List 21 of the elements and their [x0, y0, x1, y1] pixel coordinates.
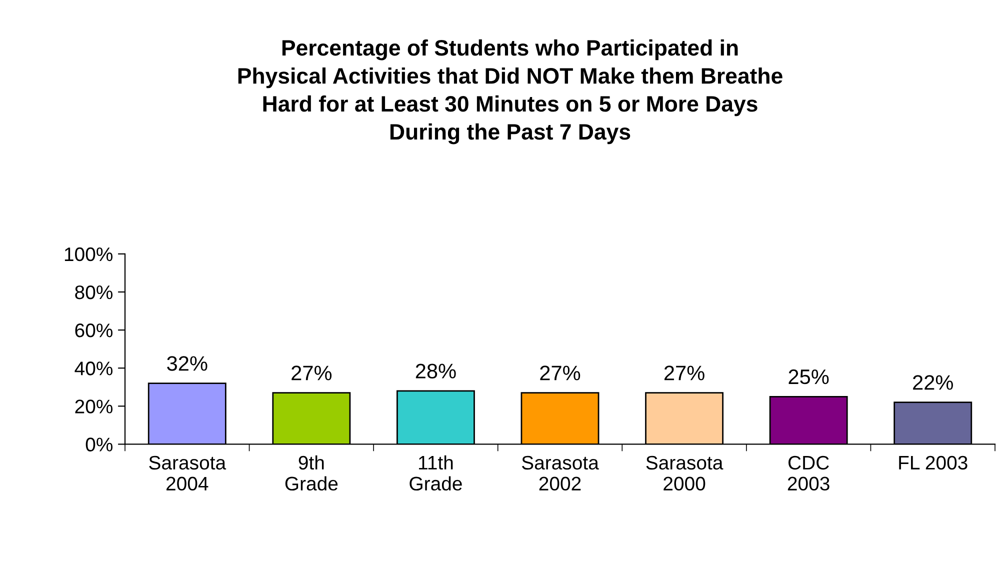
data-label: 22%: [913, 375, 953, 390]
data-label: 27%: [292, 366, 332, 380]
x-tick-label: Sarasota 2000: [646, 456, 724, 491]
y-tick-label: 60%: [75, 324, 113, 338]
y-tick-label: 0%: [86, 438, 113, 452]
data-label: 25%: [788, 369, 829, 384]
y-tick-label: 20%: [75, 400, 113, 414]
x-tick-label: 9th Grade: [285, 455, 338, 491]
x-tick-label: 11th Grade: [410, 455, 462, 491]
y-tick-label: 40%: [74, 362, 113, 376]
x-tick-label: Sarasota 2002: [522, 456, 599, 491]
x-tick-label: FL 2003: [899, 456, 968, 470]
x-tick-label: Sarasota 2004: [149, 456, 226, 491]
data-label: 32%: [167, 356, 208, 371]
y-tick-label: 100%: [64, 247, 113, 262]
data-label: 27%: [664, 366, 704, 380]
y-tick-label: 80%: [75, 285, 113, 300]
x-tick-label: CDC 2003: [788, 456, 830, 491]
chart-title: Percentage of Students who Participated in Physical Activities that Did NOT Make them Breathe Hard for at Least 30 Minutes on 5 or More Days During the Past 7 Days: [238, 39, 782, 144]
data-label: 28%: [416, 364, 456, 378]
data-label: 27%: [540, 366, 580, 380]
